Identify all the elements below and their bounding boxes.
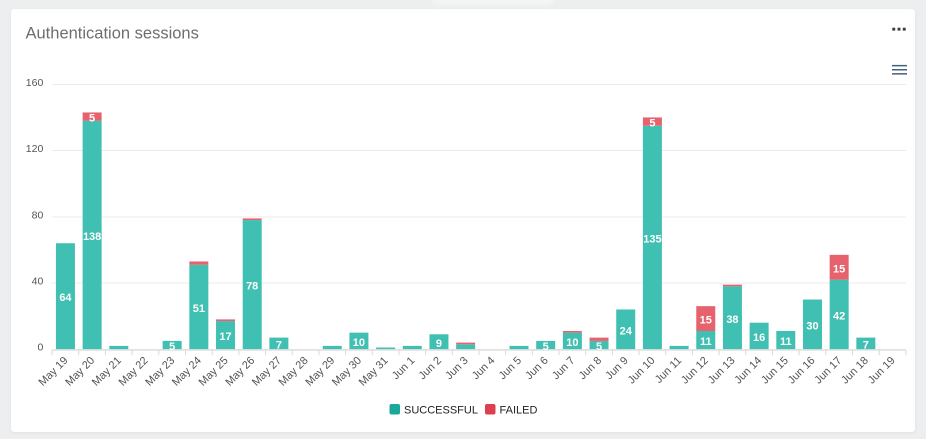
- svg-text:80: 80: [32, 209, 44, 221]
- svg-text:135: 135: [643, 233, 661, 245]
- svg-text:Jun 19: Jun 19: [866, 355, 898, 387]
- svg-text:Jun 18: Jun 18: [839, 355, 871, 387]
- svg-text:15: 15: [833, 263, 845, 275]
- svg-text:Jun 10: Jun 10: [626, 355, 658, 387]
- svg-text:7: 7: [276, 339, 282, 351]
- svg-text:5: 5: [596, 341, 602, 353]
- svg-text:30: 30: [806, 320, 818, 332]
- svg-text:17: 17: [219, 331, 231, 343]
- svg-text:120: 120: [26, 143, 44, 155]
- svg-text:11: 11: [780, 336, 792, 348]
- svg-text:10: 10: [566, 337, 578, 349]
- svg-text:Jun 15: Jun 15: [759, 355, 791, 387]
- svg-text:Jun 2: Jun 2: [417, 355, 445, 383]
- svg-text:Jun 1: Jun 1: [390, 355, 418, 383]
- svg-text:5: 5: [89, 113, 95, 125]
- svg-text:Jun 14: Jun 14: [732, 355, 764, 387]
- svg-text:24: 24: [620, 325, 633, 337]
- svg-text:5: 5: [649, 118, 655, 130]
- svg-text:9: 9: [436, 338, 442, 350]
- svg-text:15: 15: [700, 315, 712, 327]
- svg-text:Authentication sessions: Authentication sessions: [26, 25, 199, 43]
- svg-text:5: 5: [543, 341, 549, 353]
- svg-text:Jun 5: Jun 5: [497, 355, 525, 383]
- svg-text:16: 16: [753, 332, 765, 344]
- svg-text:64: 64: [59, 292, 72, 304]
- svg-text:Jun 11: Jun 11: [653, 355, 684, 386]
- svg-text:Jun 6: Jun 6: [523, 355, 551, 383]
- svg-text:38: 38: [726, 314, 738, 326]
- svg-text:5: 5: [169, 341, 175, 353]
- svg-text:42: 42: [833, 310, 845, 322]
- svg-text:0: 0: [37, 342, 43, 354]
- svg-text:51: 51: [193, 303, 205, 315]
- svg-text:7: 7: [863, 339, 869, 351]
- svg-text:138: 138: [83, 231, 101, 243]
- svg-text:78: 78: [246, 281, 258, 293]
- svg-text:Jun 12: Jun 12: [679, 355, 711, 387]
- svg-text:Jun 16: Jun 16: [786, 355, 818, 387]
- svg-text:Jun 7: Jun 7: [550, 355, 578, 383]
- svg-text:Jun 17: Jun 17: [812, 355, 844, 387]
- svg-text:SUCCESSFUL: SUCCESSFUL: [404, 405, 478, 417]
- svg-text:FAILED: FAILED: [500, 405, 538, 417]
- svg-text:Jun 3: Jun 3: [443, 355, 471, 383]
- svg-text:11: 11: [700, 336, 712, 348]
- svg-text:Jun 8: Jun 8: [577, 355, 605, 383]
- svg-text:160: 160: [26, 77, 44, 89]
- svg-text:40: 40: [32, 276, 44, 288]
- svg-text:Jun 4: Jun 4: [470, 355, 498, 383]
- svg-text:Jun 13: Jun 13: [706, 355, 738, 387]
- svg-text:10: 10: [353, 337, 365, 349]
- svg-text:May 31: May 31: [357, 355, 391, 389]
